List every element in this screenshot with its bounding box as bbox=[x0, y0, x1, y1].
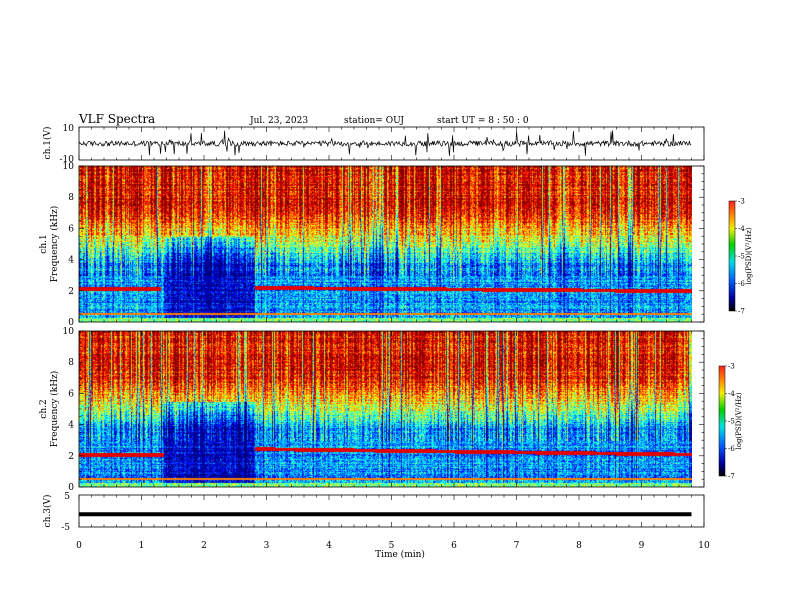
ch1-spectrogram-image bbox=[79, 166, 692, 322]
ch2-colorbar-scale bbox=[718, 365, 726, 477]
ch1-spectrogram-panel: 0 2 4 6 8 10 ch.1 Frequency (kHz) bbox=[39, 162, 705, 328]
time-tick-label: 1 bbox=[139, 541, 145, 551]
time-tick-label: 5 bbox=[389, 541, 395, 551]
ch1-waveform-xticks bbox=[78, 127, 705, 160]
colorbar-tick-label: -7 bbox=[728, 473, 735, 481]
ch1-waveform-panel: 10 -10 ch.1(V) bbox=[42, 124, 705, 165]
colorbar-tick-label: -4 bbox=[738, 225, 745, 233]
time-tick-label: 8 bbox=[576, 541, 582, 551]
ch1-ytick-top: 10 bbox=[63, 124, 75, 134]
colorbar-tick-label: -6 bbox=[738, 280, 745, 288]
frequency-tick-label: 0 bbox=[68, 318, 74, 328]
time-tick-label: 4 bbox=[326, 541, 332, 551]
ch1-waveform-line bbox=[78, 130, 692, 157]
colorbar-tick-label: -6 bbox=[728, 445, 735, 453]
ch1-ytick-bottom: -10 bbox=[60, 155, 75, 165]
colorbar-tick-label: -3 bbox=[728, 363, 735, 371]
ch1-spectrogram-xticks bbox=[78, 166, 705, 322]
date-label: Jul. 23, 2023 bbox=[249, 116, 308, 126]
colorbar-tick-label: -3 bbox=[738, 198, 745, 206]
ch2-spectrogram-ylabel-channel: ch.2 bbox=[39, 399, 49, 418]
frequency-tick-label: 6 bbox=[68, 389, 74, 399]
ch2-spectrogram-panel: 0 2 4 6 8 10 ch.2 Frequency (kHz) bbox=[39, 327, 705, 493]
ch2-spectrogram-yticks: 0 2 4 6 8 10 bbox=[63, 327, 704, 493]
time-tick-label: 2 bbox=[201, 541, 207, 551]
frequency-tick-label: 2 bbox=[68, 287, 74, 297]
ch3-waveform-xticks bbox=[78, 495, 705, 527]
frequency-tick-label: 4 bbox=[68, 256, 74, 266]
time-tick-label: 10 bbox=[698, 541, 710, 551]
ch3-ytick-bottom: -5 bbox=[61, 523, 70, 533]
frequency-tick-label: 10 bbox=[63, 327, 75, 337]
time-tick-label: 9 bbox=[639, 541, 645, 551]
colorbar-tick-label: -4 bbox=[728, 390, 735, 398]
ch1-spectrogram-yticks: 0 2 4 6 8 10 bbox=[63, 162, 704, 328]
start-time-label: start UT = 8 : 50 : 0 bbox=[437, 116, 529, 126]
colorbar-tick-label: -7 bbox=[738, 308, 745, 316]
time-axis-label: Time (min) bbox=[375, 549, 425, 560]
frequency-tick-label: 8 bbox=[68, 193, 74, 203]
time-tick-label: 0 bbox=[76, 541, 82, 551]
figure-title: VLF Spectra bbox=[78, 112, 155, 126]
frequency-tick-label: 2 bbox=[68, 452, 74, 462]
ch1-colorbar: -3 -4 -5 -6 -7 log(PSD)(V²/Hz) bbox=[728, 198, 753, 316]
ch1-spectrogram-ylabel: Frequency (kHz) bbox=[49, 206, 60, 283]
frequency-tick-label: 6 bbox=[68, 224, 74, 234]
ch3-waveform-panel: 5 -5 ch.3(V) bbox=[42, 492, 705, 533]
ch2-spectrogram-xticks bbox=[78, 331, 705, 487]
time-tick-label: 7 bbox=[514, 541, 520, 551]
ch2-colorbar-ticks: -3 -4 -5 -6 -7 bbox=[725, 363, 735, 481]
frequency-tick-label: 0 bbox=[68, 483, 74, 493]
ch2-colorbar-label: log(PSD)(V²/Hz) bbox=[735, 392, 743, 449]
ch2-spectrogram-image bbox=[79, 331, 692, 487]
ch1-spectrogram-ylabel-channel: ch.1 bbox=[39, 234, 49, 253]
time-tick-label: 3 bbox=[264, 541, 270, 551]
station-label: station= OUJ bbox=[344, 116, 404, 126]
ch2-spectrogram-ylabel: Frequency (kHz) bbox=[49, 371, 60, 448]
time-tick-label: 6 bbox=[451, 541, 457, 551]
ch3-waveform-ylabel: ch.3(V) bbox=[42, 495, 53, 528]
ch1-waveform-ylabel: ch.1(V) bbox=[42, 127, 53, 160]
frequency-tick-label: 8 bbox=[68, 358, 74, 368]
frequency-tick-label: 10 bbox=[63, 162, 75, 172]
colorbar-tick-label: -5 bbox=[728, 418, 735, 426]
ch3-ytick-top: 5 bbox=[64, 492, 70, 502]
ch2-colorbar: -3 -4 -5 -6 -7 log(PSD)(V²/Hz) bbox=[718, 363, 743, 481]
ch1-colorbar-ticks: -3 -4 -5 -6 -7 bbox=[735, 198, 745, 316]
time-axis-tick-labels: 0 1 2 3 4 5 6 7 8 9 10 bbox=[76, 541, 710, 551]
frequency-tick-label: 4 bbox=[68, 421, 74, 431]
colorbar-tick-label: -5 bbox=[738, 253, 745, 261]
ch1-colorbar-label: log(PSD)(V²/Hz) bbox=[745, 227, 753, 284]
ch1-colorbar-scale bbox=[728, 200, 736, 312]
